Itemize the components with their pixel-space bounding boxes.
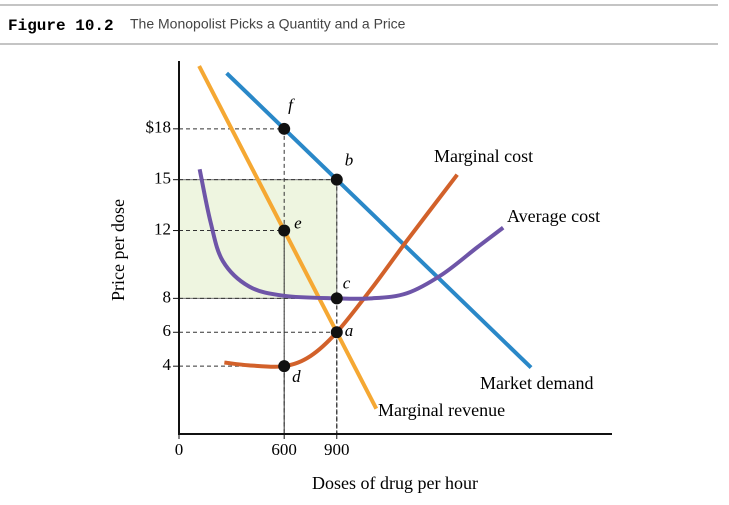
curve-label: Average cost [507,206,600,226]
y-tick-label: 15 [154,169,171,188]
point-label: e [294,213,302,232]
point [330,173,343,186]
y-axis-label: Price per dose [108,199,128,301]
y-tick-label: 6 [163,321,172,340]
point-label: f [288,96,295,115]
point [330,326,343,339]
curve-label: Marginal cost [434,146,533,166]
y-tick-label: 4 [163,355,172,374]
curve [225,71,533,370]
curve-label: Market demand [480,373,593,393]
curve [224,173,459,369]
point [330,292,343,305]
point-label: c [343,273,351,292]
y-tick-label: 8 [163,287,172,306]
point [278,360,291,373]
point [278,224,291,237]
point-label: d [292,367,301,386]
point-label: a [345,321,354,340]
x-tick-label: 0 [175,440,184,459]
curve-label: Marginal revenue [378,400,505,420]
x-tick-label: 900 [324,440,350,459]
profit-area [178,179,338,299]
x-axis-label: Doses of drug per hour [312,473,478,493]
figure-title: The Monopolist Picks a Quantity and a Pr… [130,16,406,32]
figure-number: Figure 10.2 [8,17,114,35]
plot: Market demand Marginal revenue Marginal co… [146,61,612,459]
y-tick-label: 12 [154,219,171,238]
x-tick-label: 600 [271,440,297,459]
y-tick-label: $18 [146,118,172,137]
point-label: b [345,151,354,170]
point [278,122,291,135]
curve [197,65,379,410]
